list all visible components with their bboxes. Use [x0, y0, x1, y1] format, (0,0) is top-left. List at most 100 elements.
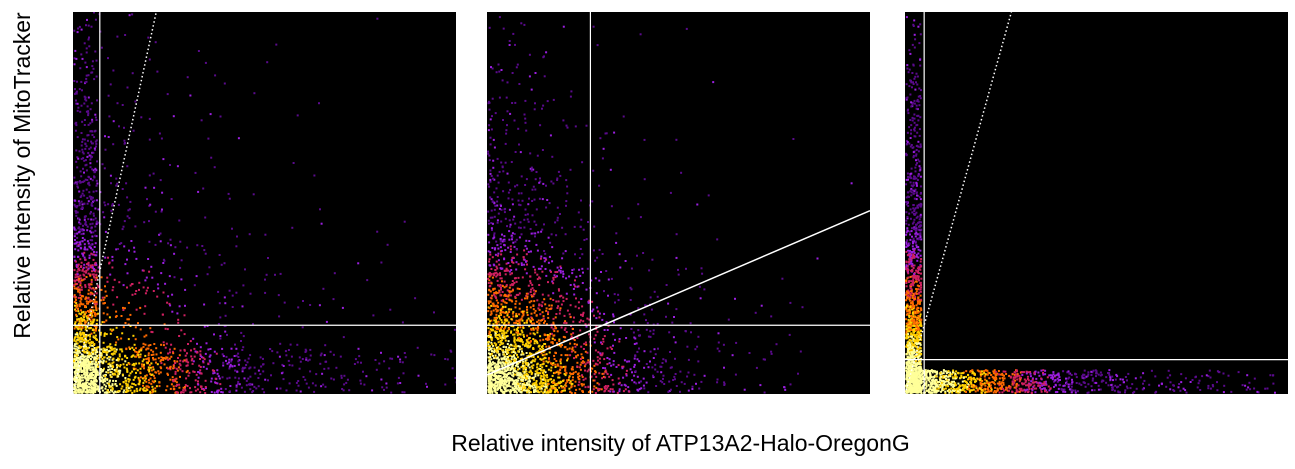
data-point — [94, 261, 97, 264]
data-point — [74, 343, 76, 346]
data-point — [494, 356, 497, 358]
data-point — [505, 268, 508, 271]
data-point — [89, 264, 92, 267]
data-point — [77, 217, 80, 220]
data-point — [96, 338, 98, 341]
data-point — [178, 386, 181, 389]
data-point — [151, 380, 154, 383]
data-point — [546, 384, 549, 387]
data-point — [126, 86, 129, 89]
data-point — [117, 248, 119, 250]
data-point — [138, 362, 141, 365]
data-point — [503, 244, 506, 247]
data-point — [98, 388, 101, 391]
data-point — [510, 368, 513, 370]
data-point — [577, 285, 580, 288]
data-point — [525, 373, 528, 375]
data-point — [96, 370, 99, 373]
data-point — [755, 366, 758, 369]
data-point — [156, 70, 159, 73]
data-point — [602, 338, 605, 340]
data-point — [247, 377, 250, 380]
data-point — [82, 253, 85, 256]
data-point — [152, 172, 155, 175]
data-point — [103, 334, 106, 337]
data-point — [487, 250, 490, 253]
data-point — [285, 354, 288, 357]
data-point — [575, 297, 577, 300]
data-point — [84, 361, 87, 364]
data-point — [143, 312, 146, 315]
data-point — [96, 364, 99, 367]
data-point — [529, 380, 531, 383]
data-point — [643, 387, 646, 390]
data-point — [86, 155, 89, 158]
data-point — [501, 267, 504, 270]
data-point — [512, 32, 515, 35]
data-point — [78, 345, 81, 347]
data-point — [85, 188, 88, 191]
data-point — [487, 327, 490, 330]
data-point — [535, 385, 538, 388]
data-point — [541, 149, 544, 151]
data-point — [506, 314, 509, 317]
data-point — [495, 363, 498, 366]
data-point — [547, 361, 550, 364]
data-point — [79, 340, 82, 343]
data-point — [651, 258, 654, 261]
data-point — [199, 391, 202, 394]
data-point — [135, 387, 138, 390]
data-point — [494, 377, 497, 380]
data-point — [73, 363, 76, 366]
data-point — [498, 384, 501, 386]
data-point — [509, 188, 512, 191]
data-point — [145, 380, 148, 383]
data-point — [668, 390, 671, 392]
data-point — [76, 371, 78, 374]
data-point — [129, 347, 131, 350]
data-point — [74, 181, 77, 184]
data-point — [534, 386, 537, 389]
data-point — [228, 358, 231, 361]
data-point — [492, 325, 495, 328]
data-point — [500, 379, 503, 381]
data-point — [86, 352, 89, 355]
data-point — [131, 293, 134, 296]
data-point — [74, 239, 76, 241]
data-point — [73, 336, 76, 339]
data-point — [656, 322, 659, 325]
data-point — [636, 254, 638, 257]
data-point — [634, 355, 637, 358]
data-point — [537, 390, 540, 393]
data-point — [612, 344, 614, 347]
data-point — [111, 390, 114, 393]
data-point — [513, 328, 516, 331]
data-point — [582, 360, 584, 363]
data-point — [539, 180, 542, 183]
data-point — [565, 204, 567, 207]
data-point — [81, 140, 84, 143]
data-point — [90, 281, 93, 283]
data-point — [123, 307, 126, 310]
data-point — [133, 364, 136, 367]
data-point — [513, 341, 516, 344]
data-point — [604, 370, 607, 373]
data-point — [572, 349, 575, 352]
data-point — [103, 296, 106, 299]
data-point — [520, 347, 523, 350]
data-point — [586, 361, 589, 364]
data-point — [222, 361, 225, 364]
data-point — [149, 344, 152, 346]
data-point — [101, 389, 104, 392]
data-point — [695, 382, 697, 385]
data-point — [91, 168, 94, 171]
data-point — [133, 368, 135, 371]
data-point — [76, 80, 78, 83]
data-point — [500, 299, 503, 302]
data-point — [506, 110, 509, 113]
data-point — [553, 338, 556, 341]
data-point — [91, 142, 94, 145]
data-point — [189, 387, 191, 390]
data-point — [107, 371, 110, 374]
data-point — [162, 291, 165, 294]
